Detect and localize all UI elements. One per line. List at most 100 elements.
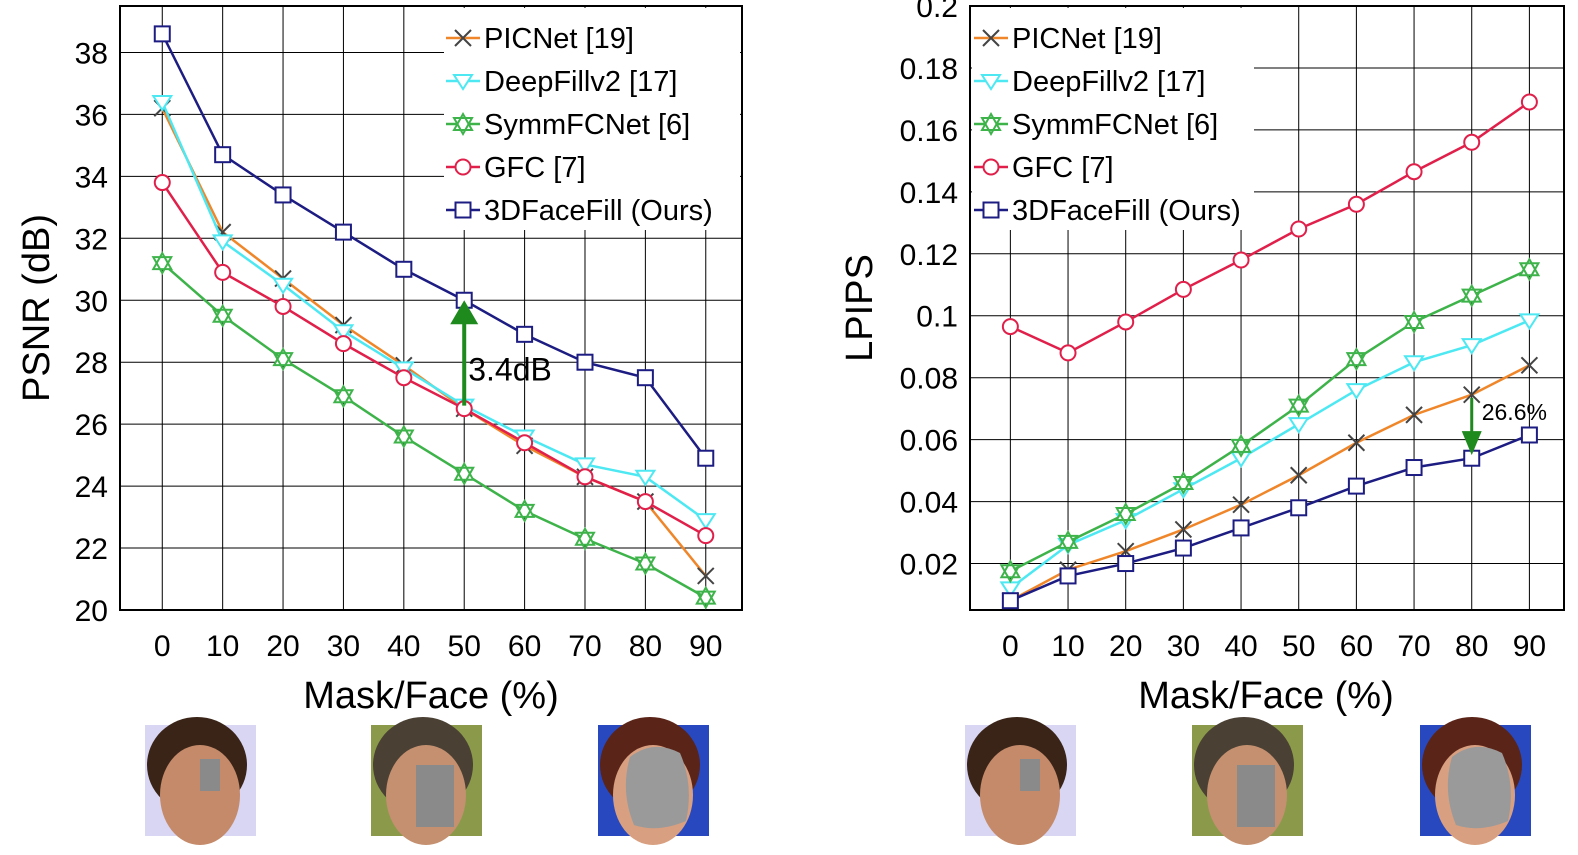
psnr-x-tick-label: 80 xyxy=(629,630,662,663)
thumbnail xyxy=(965,717,1076,845)
psnr-y-tick-label: 26 xyxy=(75,409,108,442)
lpips-point-deepfillv2-17 xyxy=(1403,355,1425,373)
psnr-point-gfc-7 xyxy=(576,468,594,486)
lpips-legend: PICNet [19] DeepFillv2 [17] SymmFCNet [6] G… xyxy=(972,8,1254,230)
psnr-y-tick-label: 32 xyxy=(75,223,108,256)
lpips-legend-marker-gfc-7 xyxy=(982,158,1000,176)
psnr-point-3dfacefill-ours xyxy=(576,353,594,371)
psnr-legend-label-gfc-7: GFC [7] xyxy=(484,152,586,184)
lpips-point-symmfcnet-6 xyxy=(1518,257,1541,282)
psnr-x-tick-label: 10 xyxy=(206,630,239,663)
lpips-annotation-label: 26.6% xyxy=(1482,399,1547,425)
psnr-plot-frame xyxy=(119,5,743,611)
lpips-series-line-3dfacefill-ours xyxy=(1009,433,1530,602)
thumbnail-mask xyxy=(200,759,220,791)
lpips-point-deepfillv2-17 xyxy=(1460,338,1483,356)
lpips-point-picnet-19 xyxy=(1347,434,1366,452)
thumbnail xyxy=(1192,717,1303,845)
lpips-point-gfc-7 xyxy=(1232,251,1250,269)
psnr-point-symmfcnet-6 xyxy=(634,551,657,576)
lpips-point-3dfacefill-ours xyxy=(1232,519,1250,537)
lpips-point-gfc-7 xyxy=(1117,313,1135,331)
lpips-point-symmfcnet-6 xyxy=(1230,433,1252,458)
lpips-y-tick-label: 0.06 xyxy=(900,425,958,458)
psnr-point-symmfcnet-6 xyxy=(151,251,173,276)
lpips-x-tick-label: 80 xyxy=(1455,630,1488,663)
lpips-legend-marker-picnet-19 xyxy=(982,29,1000,47)
lpips-x-tick-label: 70 xyxy=(1397,630,1430,663)
lpips-chart: 0.02 0.04 0.06 0.08 0.1 0.12 0.14 0.16 0.18 0.2 0… xyxy=(839,0,1565,717)
psnr-point-symmfcnet-6 xyxy=(574,526,596,551)
lpips-y-tick-label: 0.08 xyxy=(900,363,958,396)
lpips-legend-label-symmfcnet-6: SymmFCNet [6] xyxy=(1012,109,1218,141)
lpips-legend-marker-3dfacefill-ours xyxy=(982,201,1000,219)
psnr-y-ticks: 20 22 24 26 28 30 32 34 36 38 xyxy=(75,37,108,628)
lpips-x-tick-label: 90 xyxy=(1513,630,1546,663)
lpips-point-3dfacefill-ours xyxy=(1059,567,1077,585)
lpips-legend-label-3dfacefill-ours: 3DFaceFill (Ours) xyxy=(1012,195,1241,227)
lpips-point-3dfacefill-ours xyxy=(1174,539,1192,557)
lpips-x-tick-label: 20 xyxy=(1109,630,1142,663)
psnr-point-gfc-7 xyxy=(153,174,171,192)
lpips-series xyxy=(999,93,1541,610)
psnr-point-3dfacefill-ours xyxy=(516,325,534,343)
psnr-x-tick-label: 30 xyxy=(327,630,360,663)
lpips-point-deepfillv2-17 xyxy=(1287,417,1310,435)
lpips-y-tick-label: 0.16 xyxy=(900,115,958,148)
psnr-legend-marker-3dfacefill-ours xyxy=(454,201,472,219)
psnr-x-tick-label: 20 xyxy=(266,630,299,663)
lpips-point-gfc-7 xyxy=(1347,195,1365,213)
psnr-point-gfc-7 xyxy=(274,297,292,315)
psnr-series-line-gfc-7 xyxy=(161,181,707,537)
lpips-point-picnet-19 xyxy=(1232,495,1250,514)
psnr-x-tick-label: 60 xyxy=(508,630,541,663)
psnr-x-tick-label: 0 xyxy=(154,630,171,663)
lpips-y-axis-label: LPIPS xyxy=(839,254,881,362)
psnr-legend-label-symmfcnet-6: SymmFCNet [6] xyxy=(484,109,690,141)
lpips-series-line-deepfillv2-17 xyxy=(1009,319,1530,590)
lpips-x-tick-label: 60 xyxy=(1340,630,1373,663)
thumbnail-mask xyxy=(1020,759,1040,791)
lpips-x-tick-label: 40 xyxy=(1224,630,1257,663)
psnr-point-gfc-7 xyxy=(636,493,654,511)
psnr-x-tick-label: 70 xyxy=(568,630,601,663)
lpips-y-tick-label: 0.12 xyxy=(900,239,958,272)
psnr-point-gfc-7 xyxy=(516,434,534,452)
psnr-point-symmfcnet-6 xyxy=(513,498,536,523)
psnr-y-tick-label: 28 xyxy=(75,347,108,380)
lpips-point-symmfcnet-6 xyxy=(1345,347,1368,372)
lpips-y-tick-label: 0.1 xyxy=(916,301,958,334)
lpips-plot-frame xyxy=(969,5,1565,611)
thumbnail-mask xyxy=(1237,765,1275,827)
thumbnail xyxy=(1420,717,1531,845)
psnr-point-gfc-7 xyxy=(697,527,715,545)
lpips-y-ticks: 0.02 0.04 0.06 0.08 0.1 0.12 0.14 0.16 0.18 0.2 xyxy=(900,0,958,582)
psnr-point-symmfcnet-6 xyxy=(453,461,475,486)
psnr-point-symmfcnet-6 xyxy=(332,384,355,409)
psnr-y-axis-label: PSNR (dB) xyxy=(16,214,58,402)
psnr-x-tick-label: 40 xyxy=(387,630,420,663)
psnr-point-gfc-7 xyxy=(214,263,232,281)
psnr-point-3dfacefill-ours xyxy=(334,223,352,241)
thumbnail xyxy=(371,717,482,845)
psnr-x-axis-label: Mask/Face (%) xyxy=(303,675,558,717)
psnr-point-symmfcnet-6 xyxy=(695,585,717,610)
lpips-point-picnet-19 xyxy=(1405,406,1423,424)
psnr-y-tick-label: 34 xyxy=(75,161,108,194)
lpips-legend-marker-symmfcnet-6 xyxy=(980,111,1002,137)
lpips-series-line-picnet-19 xyxy=(1009,364,1530,602)
psnr-series-line-3dfacefill-ours xyxy=(161,33,707,459)
psnr-chart: 20 22 24 26 28 30 32 34 36 38 0 10 20 30 40 50 60 70 80 90… xyxy=(16,5,743,717)
psnr-point-3dfacefill-ours xyxy=(153,25,171,43)
lpips-point-3dfacefill-ours xyxy=(1001,592,1019,610)
psnr-legend-label-3dfacefill-ours: 3DFaceFill (Ours) xyxy=(484,195,713,227)
psnr-y-tick-label: 36 xyxy=(75,99,108,132)
psnr-annotation-arrowhead xyxy=(450,300,479,325)
psnr-legend-label-picnet-19: PICNet [19] xyxy=(484,23,634,55)
lpips-annotation-arrowhead xyxy=(1461,431,1482,456)
lpips-point-picnet-19 xyxy=(1290,466,1308,484)
psnr-point-3dfacefill-ours xyxy=(636,369,654,387)
lpips-point-picnet-19 xyxy=(1174,520,1193,539)
psnr-point-deepfillv2-17 xyxy=(211,234,234,252)
